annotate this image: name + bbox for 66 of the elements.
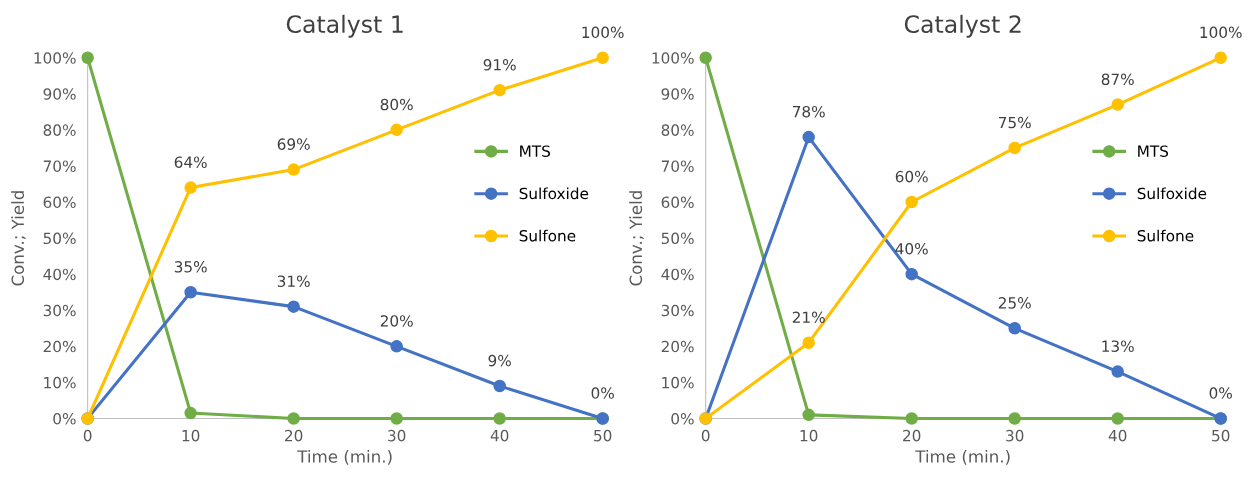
- data-label: 100%: [582, 26, 624, 39]
- x-tick-label: 30: [388, 429, 406, 442]
- x-tick-label: 10: [800, 429, 818, 442]
- legend-label: Sulfoxide: [519, 187, 589, 200]
- y-tick-label: 60%: [43, 196, 76, 209]
- y-tick-label: 80%: [661, 124, 694, 136]
- y-tick-label: 100%: [652, 52, 694, 64]
- data-label: 21%: [792, 311, 825, 324]
- y-tick-label: 20%: [43, 340, 76, 353]
- y-tick-label: 70%: [661, 160, 694, 172]
- data-label: 31%: [277, 275, 310, 288]
- data-label: 0%: [1209, 387, 1232, 399]
- data-label: 25%: [998, 297, 1031, 309]
- y-tick-label: 30%: [43, 304, 76, 317]
- y-tick-label: 100%: [34, 52, 76, 64]
- y-tick-label: 0%: [671, 412, 694, 425]
- y-tick-label: 50%: [43, 232, 76, 245]
- x-tick-label: 30: [1006, 429, 1024, 442]
- chart-title: Catalyst 2: [904, 14, 1021, 38]
- y-tick-label: 70%: [43, 160, 76, 172]
- y-tick-label: 10%: [662, 376, 694, 389]
- data-label: 20%: [380, 315, 413, 327]
- x-tick-label: 50: [1212, 429, 1230, 442]
- y-tick-label: 80%: [43, 124, 76, 136]
- legend-label: Sulfone: [1137, 229, 1194, 242]
- data-label: 9%: [488, 354, 511, 367]
- y-tick-label: 20%: [661, 340, 694, 353]
- data-label: 80%: [380, 98, 413, 111]
- data-label: 35%: [174, 261, 207, 273]
- y-tick-label: 10%: [44, 376, 76, 389]
- data-label: 40%: [895, 242, 928, 255]
- data-label: 87%: [1101, 73, 1134, 85]
- data-label: 60%: [895, 170, 928, 183]
- x-axis-title: Time (min.): [915, 449, 1010, 465]
- legend-label: MTS: [1138, 145, 1169, 157]
- x-tick-label: 0: [701, 429, 710, 442]
- data-label: 75%: [998, 116, 1031, 129]
- legend-label: Sulfoxide: [1137, 187, 1207, 200]
- data-label: 13%: [1102, 340, 1134, 352]
- y-tick-label: 0%: [53, 412, 76, 425]
- x-tick-label: 50: [594, 429, 612, 442]
- data-label: 78%: [792, 105, 825, 118]
- data-label: 91%: [483, 59, 516, 71]
- x-axis-title: Time (min.): [297, 449, 392, 465]
- y-axis-title: Conv.; Yield: [11, 191, 26, 286]
- x-tick-label: 20: [285, 429, 303, 442]
- y-tick-label: 30%: [661, 304, 694, 317]
- data-label: 0%: [591, 387, 614, 399]
- x-tick-label: 20: [903, 429, 921, 442]
- legend-label: MTS: [520, 145, 551, 157]
- x-tick-label: 40: [490, 429, 509, 442]
- legend-label: Sulfone: [519, 229, 576, 242]
- y-tick-label: 90%: [661, 88, 694, 100]
- y-tick-label: 40%: [661, 268, 694, 281]
- data-label: 69%: [277, 138, 310, 150]
- y-tick-label: 60%: [661, 196, 694, 209]
- x-tick-label: 0: [83, 429, 92, 442]
- y-tick-label: 90%: [43, 88, 76, 100]
- x-tick-label: 40: [1108, 429, 1127, 442]
- data-label: 100%: [1200, 26, 1242, 39]
- chart-title: Catalyst 1: [286, 14, 403, 38]
- x-tick-label: 10: [182, 429, 200, 442]
- y-axis-title: Conv.; Yield: [629, 191, 644, 286]
- y-tick-label: 50%: [661, 232, 694, 245]
- data-label: 64%: [174, 156, 207, 168]
- y-tick-label: 40%: [43, 268, 76, 281]
